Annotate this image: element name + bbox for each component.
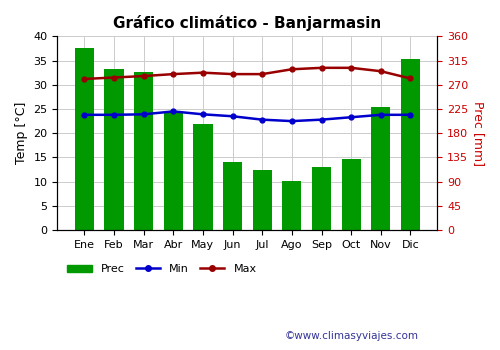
Text: ©www.climasyviajes.com: ©www.climasyviajes.com [285, 331, 419, 341]
Bar [371, 107, 390, 230]
Bar [252, 170, 272, 230]
Y-axis label: Temp [°C]: Temp [°C] [15, 102, 28, 164]
Bar [312, 167, 331, 230]
Bar [282, 181, 302, 230]
Title: Gráfico climático - Banjarmasin: Gráfico climático - Banjarmasin [114, 15, 382, 31]
Y-axis label: Prec [mm]: Prec [mm] [472, 101, 485, 166]
Bar [194, 124, 212, 230]
Legend: Prec, Min, Max: Prec, Min, Max [63, 260, 261, 279]
Bar [342, 159, 361, 230]
Bar [134, 72, 153, 230]
Bar [401, 60, 420, 230]
Bar [74, 48, 94, 230]
Bar [164, 112, 183, 230]
Bar [104, 69, 124, 230]
Bar [223, 162, 242, 230]
